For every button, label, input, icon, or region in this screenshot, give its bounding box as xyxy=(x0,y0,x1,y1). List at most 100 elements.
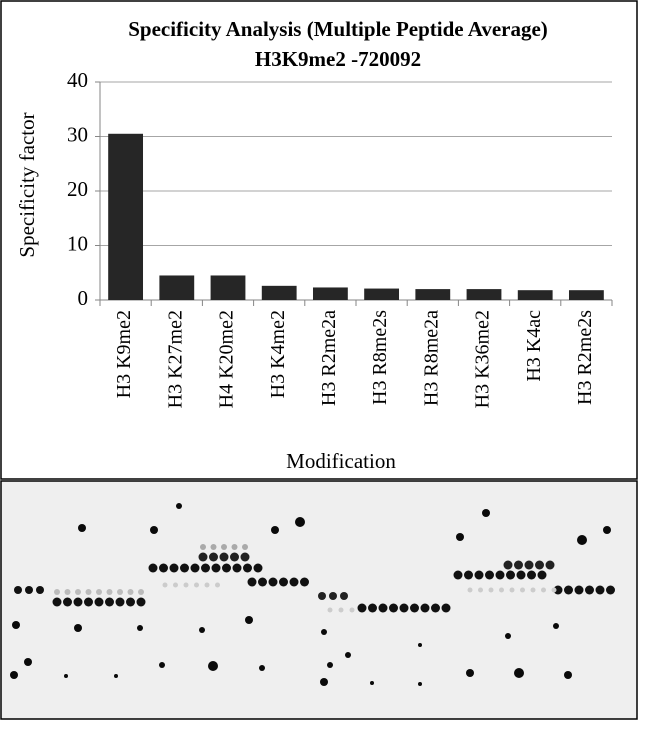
blot-spot xyxy=(148,563,158,573)
x-tick-label: H3 K4ac xyxy=(523,310,545,382)
blot-spot xyxy=(75,589,81,595)
blot-spot xyxy=(541,587,546,593)
blot-spot xyxy=(201,563,210,573)
blot-spot xyxy=(577,535,587,545)
y-tick-label: 30 xyxy=(67,122,88,146)
blot-spot xyxy=(553,585,563,595)
x-tick-label: H3 K9me2 xyxy=(113,310,135,398)
blot-spot xyxy=(418,682,422,686)
blot-spot xyxy=(200,544,206,550)
x-tick-label: H3 R8me2a xyxy=(420,310,442,406)
blot-spot xyxy=(176,503,182,509)
blot-spot xyxy=(338,607,344,613)
blot-spot xyxy=(85,589,92,595)
blot-spot xyxy=(509,587,515,593)
blot-spot xyxy=(271,526,279,534)
y-tick-label: 10 xyxy=(67,231,88,255)
blot-spot xyxy=(530,587,536,593)
x-tick-label: H3 R2me2a xyxy=(318,310,340,406)
blot-spot xyxy=(64,674,68,678)
blot-spot xyxy=(194,582,199,588)
blot-spot xyxy=(378,603,388,613)
blot-spot xyxy=(289,577,299,587)
blot-spot xyxy=(199,627,205,633)
blot-spot xyxy=(243,563,252,573)
blot-spot xyxy=(495,570,505,580)
blot-spot xyxy=(389,603,398,613)
x-tick-label: H4 K20me2 xyxy=(216,310,238,408)
blot-spot xyxy=(12,621,20,629)
blot-spot xyxy=(499,587,504,593)
blot-spot xyxy=(259,665,265,671)
blot-spot xyxy=(136,597,146,607)
blot-spot xyxy=(209,552,218,562)
blot-spot xyxy=(514,560,523,570)
blot-spot xyxy=(464,570,473,580)
blot-spot xyxy=(545,560,555,570)
blot-spot xyxy=(52,597,62,607)
blot-spot xyxy=(240,552,250,562)
blot-spot xyxy=(453,570,463,580)
blot-spot xyxy=(106,589,113,595)
blot-spot xyxy=(25,586,33,594)
blot-spot xyxy=(551,587,557,593)
blot-spot xyxy=(117,589,123,595)
blot-spot xyxy=(115,597,125,607)
blot-spot xyxy=(127,589,134,595)
blot-spot xyxy=(183,582,189,588)
blot-spot xyxy=(138,589,144,595)
blot-spot xyxy=(105,597,114,607)
blot-spot xyxy=(268,577,278,587)
blot-spot xyxy=(370,681,374,685)
bar xyxy=(159,275,195,300)
blot-spot xyxy=(159,662,165,668)
blot-spot xyxy=(441,603,451,613)
blot-spot xyxy=(466,669,474,677)
blot-spot xyxy=(474,570,484,580)
blot-spot xyxy=(467,587,473,593)
bar xyxy=(210,275,246,300)
blot-spot xyxy=(485,570,494,580)
blot-spot xyxy=(36,586,44,594)
x-tick-label: H3 R2me2s xyxy=(574,310,596,405)
blot-spot xyxy=(208,661,218,671)
x-axis-label: Modification xyxy=(286,449,396,473)
blot-spot xyxy=(84,597,93,607)
blot-spot xyxy=(431,603,440,613)
blot-spot xyxy=(574,585,584,595)
blot-spot xyxy=(242,544,248,550)
blot-spot xyxy=(94,597,104,607)
blot-spot xyxy=(524,560,534,570)
blot-spot xyxy=(230,552,239,562)
blot-spot xyxy=(190,563,200,573)
y-tick-label: 20 xyxy=(67,177,88,201)
x-tick-label: H3 K27me2 xyxy=(164,310,186,408)
blot-spot xyxy=(327,607,333,613)
blot-spot xyxy=(320,678,328,686)
chart-frame xyxy=(0,0,638,480)
blot-spot xyxy=(74,624,82,632)
blot-spot xyxy=(245,616,253,624)
chart-title: Specificity Analysis (Multiple Peptide A… xyxy=(128,17,548,41)
blot-spot xyxy=(506,570,515,580)
bar xyxy=(517,290,553,300)
blot-spot xyxy=(54,589,60,595)
blot-spot xyxy=(514,668,524,678)
blot-spot xyxy=(173,582,178,588)
blot-spot xyxy=(318,592,326,600)
blot-spot xyxy=(169,563,179,573)
blot-spot xyxy=(24,658,32,666)
blot-spot xyxy=(73,597,83,607)
blot-spot xyxy=(221,544,227,550)
blot-spot xyxy=(399,603,409,613)
blot-spot xyxy=(418,643,422,647)
blot-spot xyxy=(247,577,257,587)
blot-spot xyxy=(14,586,22,594)
blot-spot xyxy=(258,577,267,587)
blot-spot xyxy=(606,585,615,595)
blot-spot xyxy=(564,671,572,679)
x-tick-label: H3 R8me2s xyxy=(369,310,391,405)
blot-spot xyxy=(114,674,118,678)
blot-spot xyxy=(210,544,217,550)
